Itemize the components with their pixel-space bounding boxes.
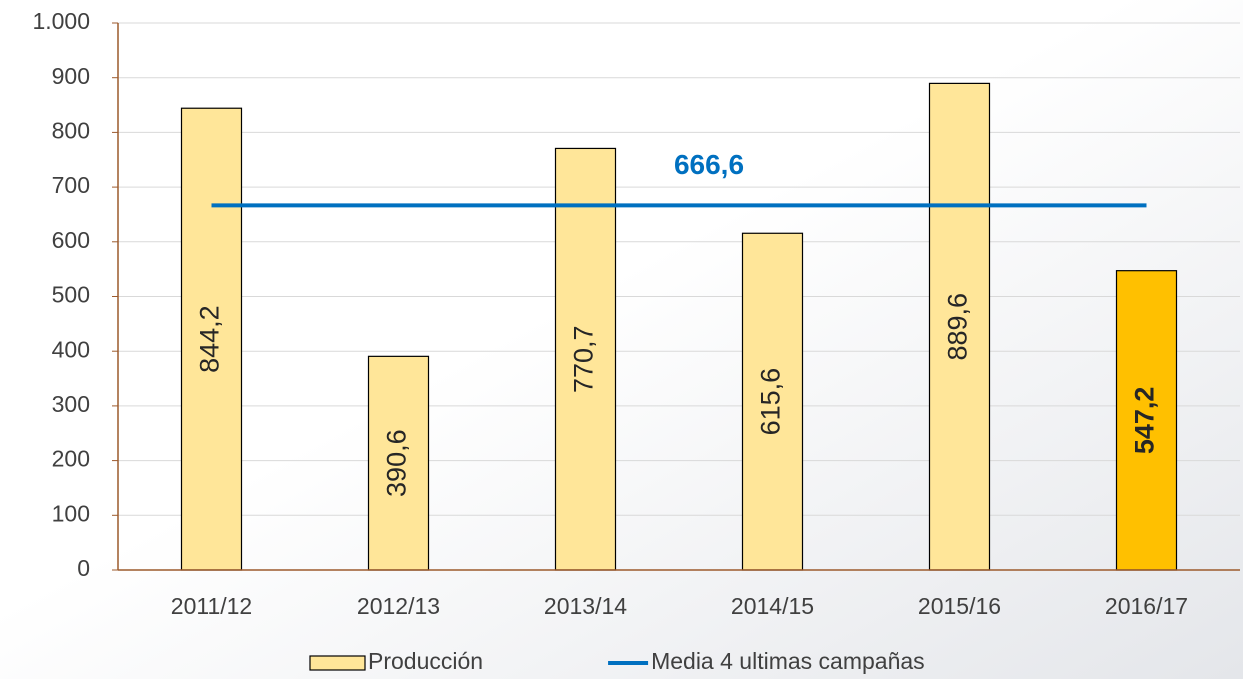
x-tick-label: 2014/15 <box>731 593 814 619</box>
y-tick-label: 100 <box>52 500 90 526</box>
x-tick-label: 2016/17 <box>1105 593 1188 619</box>
x-tick-label: 2012/13 <box>357 593 440 619</box>
legend-label: Producción <box>368 648 483 674</box>
bar <box>741 232 804 571</box>
legend-swatch <box>309 655 366 671</box>
y-tick-label: 500 <box>52 282 90 308</box>
y-tick-label: 900 <box>52 63 90 89</box>
annotation: 666,6 <box>674 149 744 180</box>
y-tick-label: 700 <box>52 172 90 198</box>
y-tick-label: 600 <box>52 227 90 253</box>
x-tick-label: 2013/14 <box>544 593 627 619</box>
value-label: 844,2 <box>195 305 225 373</box>
y-tick-label: 800 <box>52 117 90 143</box>
value-label: 615,6 <box>756 368 786 436</box>
x-tick-label: 2015/16 <box>918 593 1001 619</box>
legend-label: Media 4 ultimas campañas <box>651 648 925 674</box>
y-tick-label: 1.000 <box>32 8 90 34</box>
y-tick-label: 400 <box>52 336 90 362</box>
x-tick-label: 2011/12 <box>171 593 252 619</box>
value-label: 390,6 <box>382 429 412 497</box>
y-tick-label: 300 <box>52 391 90 417</box>
y-tick-label: 200 <box>52 446 90 472</box>
value-label: 770,7 <box>569 325 599 393</box>
y-tick-label: 0 <box>77 555 90 581</box>
bar <box>928 82 991 571</box>
bar <box>1115 270 1178 571</box>
bar <box>367 355 430 571</box>
value-label: 547,2 <box>1130 387 1160 455</box>
value-label: 889,6 <box>943 293 973 361</box>
